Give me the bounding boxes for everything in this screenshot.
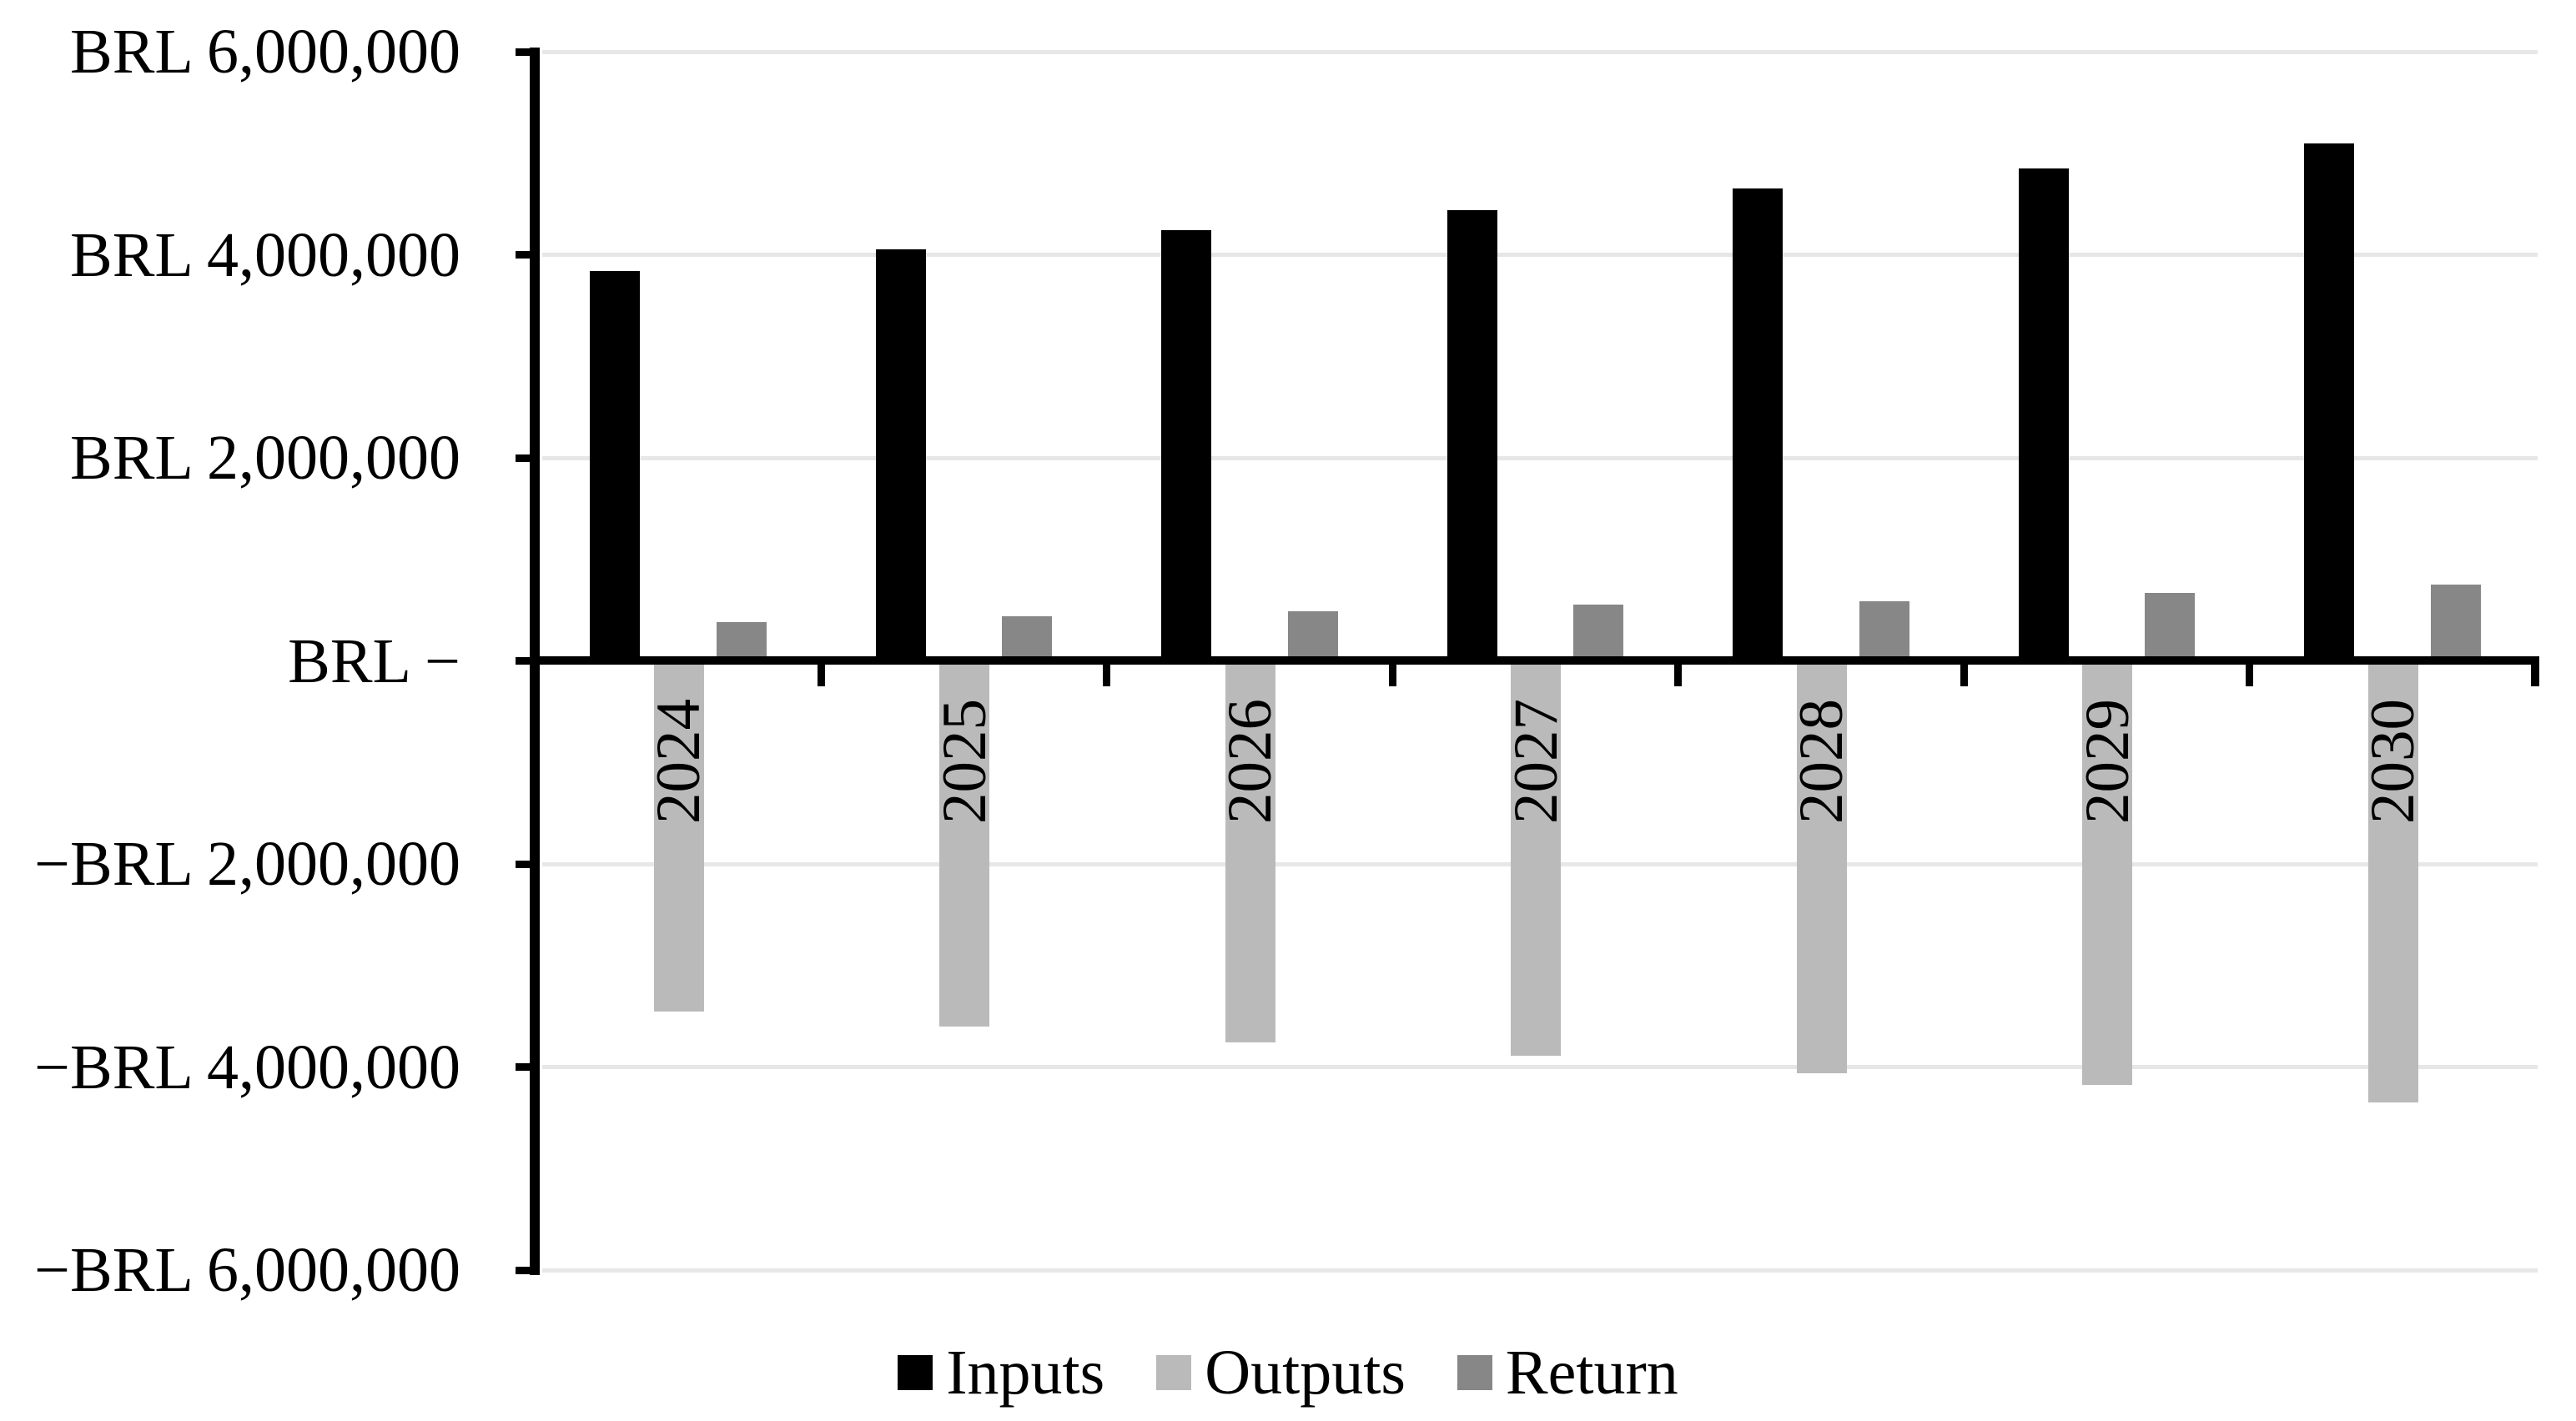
gridline (542, 1065, 2538, 1069)
y-tick-label: −BRL 4,000,000 (34, 1032, 460, 1102)
category-boundary-tick (1674, 656, 1682, 686)
gridline (542, 455, 2538, 460)
year-label-text: 2029 (2072, 699, 2142, 824)
year-label-2028: 2028 (1787, 699, 1856, 828)
legend-label-inputs: Inputs (946, 1338, 1105, 1408)
year-label-text: 2026 (1215, 699, 1285, 824)
bar-inputs-2026 (1161, 230, 1211, 661)
bar-return-2026 (1287, 610, 1338, 661)
legend: Inputs Outputs Return (0, 1331, 2576, 1414)
bar-outputs-2026 (1225, 660, 1275, 1043)
category-boundary-tick (817, 656, 825, 686)
y-axis-tick (516, 860, 540, 868)
bar-inputs-2024 (590, 270, 640, 661)
bar-outputs-2024 (653, 660, 704, 1012)
legend-swatch-inputs (898, 1355, 933, 1390)
year-label-2030: 2030 (2358, 699, 2428, 828)
year-label-text: 2025 (929, 699, 999, 824)
y-tick-label: BRL 6,000,000 (70, 17, 460, 87)
y-tick-label: BRL 2,000,000 (70, 423, 460, 493)
year-label-text: 2030 (2358, 699, 2428, 824)
bar-return-2025 (1002, 615, 1052, 661)
bar-return-2024 (716, 621, 767, 661)
bar-inputs-2025 (875, 249, 926, 661)
legend-item-inputs: Inputs (898, 1335, 1104, 1410)
y-axis-tick (516, 251, 540, 259)
y-tick-label: BRL − (288, 625, 460, 696)
bar-inputs-2028 (1733, 188, 1783, 661)
legend-swatch-outputs (1156, 1355, 1192, 1390)
bar-return-2030 (2430, 585, 2481, 661)
legend-item-return: Return (1457, 1335, 1678, 1410)
y-axis-tick (516, 657, 540, 665)
legend-swatch-return (1457, 1355, 1492, 1390)
bar-inputs-2029 (2018, 168, 2069, 661)
category-boundary-tick (2246, 656, 2253, 686)
category-boundary-tick (1960, 656, 1968, 686)
year-label-2027: 2027 (1501, 699, 1571, 828)
y-axis-tick (516, 1266, 540, 1274)
gridline (542, 49, 2538, 54)
y-tick-label: −BRL 6,000,000 (34, 1235, 460, 1305)
legend-item-outputs: Outputs (1156, 1335, 1406, 1410)
bar-outputs-2030 (2367, 660, 2418, 1103)
year-label-text: 2024 (644, 699, 713, 824)
bar-outputs-2028 (1796, 660, 1847, 1073)
category-boundary-tick (1103, 656, 1110, 686)
gridline (542, 1268, 2538, 1273)
legend-label-outputs: Outputs (1205, 1338, 1406, 1408)
y-axis-tick (516, 48, 540, 56)
bar-outputs-2025 (939, 660, 989, 1027)
year-label-2026: 2026 (1215, 699, 1285, 828)
bar-return-2029 (2145, 592, 2195, 661)
x-axis-line (530, 656, 2539, 665)
year-label-text: 2027 (1501, 699, 1571, 824)
axis-end-tick (2531, 656, 2539, 686)
bar-return-2027 (1573, 604, 1623, 661)
bar-outputs-2029 (2082, 660, 2132, 1086)
y-tick-label: −BRL 2,000,000 (34, 829, 460, 899)
y-axis-tick (516, 454, 540, 462)
gridline (542, 253, 2538, 257)
year-label-text: 2028 (1787, 699, 1856, 824)
y-axis-tick (516, 1063, 540, 1071)
bar-inputs-2027 (1446, 209, 1497, 661)
year-label-2029: 2029 (2072, 699, 2142, 828)
category-boundary-tick (1388, 656, 1396, 686)
year-label-2024: 2024 (644, 699, 713, 828)
y-tick-label: BRL 4,000,000 (70, 219, 460, 290)
bar-outputs-2027 (1511, 660, 1561, 1057)
bar-return-2028 (1859, 600, 1909, 661)
year-label-2025: 2025 (929, 699, 999, 828)
legend-label-return: Return (1505, 1338, 1678, 1408)
bar-inputs-2030 (2304, 143, 2354, 661)
